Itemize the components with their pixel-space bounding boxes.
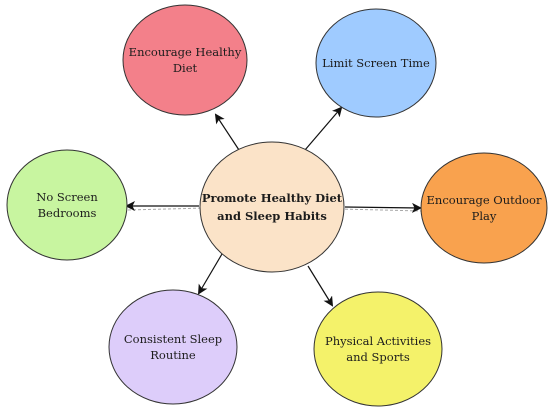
dashed-guide-line-right: [339, 208, 423, 212]
arrow-to-encourage-healthy-diet: [214, 113, 240, 151]
arrow-to-limit-screen-time: [304, 106, 343, 151]
node-consistent-sleep-routine-label: Consistent Sleep Routine: [124, 332, 222, 362]
node-encourage-outdoor-play-label-line-1: Encourage Outdoor: [427, 193, 542, 207]
node-no-screen-bedrooms-label-line-2: Bedrooms: [38, 206, 97, 220]
node-consistent-sleep-routine-label-line-2: Routine: [150, 348, 196, 362]
node-encourage-healthy-diet-circle: [122, 4, 248, 116]
node-encourage-healthy-diet-label-line-2: Diet: [173, 61, 198, 75]
arrow-to-encourage-outdoor-play: [344, 202, 422, 213]
node-encourage-healthy-diet-label: Encourage Healthy Diet: [129, 45, 242, 75]
dashed-guide-line-left: [127, 207, 206, 211]
center-node-label-line-2: and Sleep Habits: [217, 209, 327, 223]
arrow-to-consistent-sleep-routine: [197, 253, 223, 295]
node-consistent-sleep-routine-circle: [108, 289, 238, 405]
node-encourage-outdoor-play-label: Encourage Outdoor Play: [427, 193, 542, 223]
node-encourage-outdoor-play-label-line-2: Play: [472, 209, 497, 223]
node-physical-activities-sports-label-line-2: and Sports: [346, 350, 410, 364]
center-node-circle: [199, 141, 345, 273]
node-encourage-healthy-diet-label-line-1: Encourage Healthy: [129, 45, 242, 59]
dashed-guide-lines: [127, 207, 423, 212]
connector-arrows: [125, 106, 422, 307]
node-consistent-sleep-routine-label-line-1: Consistent Sleep: [124, 332, 222, 346]
node-no-screen-bedrooms-circle: [6, 149, 128, 261]
center-node-label: Promote Healthy Diet and Sleep Habits: [202, 191, 343, 223]
node-limit-screen-time-circle: [315, 8, 437, 118]
node-no-screen-bedrooms-label: No Screen Bedrooms: [36, 190, 98, 220]
node-no-screen-bedrooms-label-line-1: No Screen: [36, 190, 98, 204]
arrow-to-physical-activities-sports: [307, 265, 334, 307]
diagram-nodes: Encourage Healthy Diet Limit Screen Time En…: [6, 4, 548, 407]
node-limit-screen-time-label: Limit Screen Time: [322, 56, 430, 70]
center-node-label-line-1: Promote Healthy Diet: [202, 191, 343, 205]
node-physical-activities-sports-label: Physical Activities and Sports: [325, 334, 431, 364]
node-limit-screen-time-label-line-1: Limit Screen Time: [322, 56, 430, 70]
node-physical-activities-sports-label-line-1: Physical Activities: [325, 334, 431, 348]
node-encourage-outdoor-play-circle: [420, 152, 548, 264]
node-physical-activities-sports-circle: [313, 291, 443, 407]
